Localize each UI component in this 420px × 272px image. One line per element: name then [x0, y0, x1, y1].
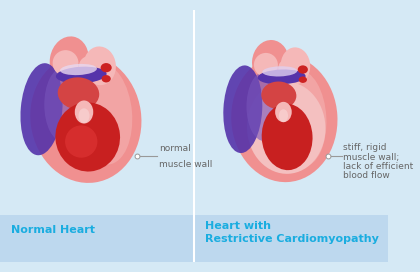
Ellipse shape [261, 82, 297, 109]
Ellipse shape [275, 102, 292, 122]
Ellipse shape [254, 53, 278, 77]
Ellipse shape [56, 67, 107, 84]
Bar [0, 215, 193, 262]
Text: Heart with: Heart with [205, 221, 271, 231]
Ellipse shape [84, 47, 116, 85]
Ellipse shape [262, 104, 312, 170]
Ellipse shape [278, 58, 299, 77]
Text: stiff, rigid: stiff, rigid [344, 143, 387, 152]
Ellipse shape [52, 50, 79, 76]
Ellipse shape [281, 47, 310, 84]
Ellipse shape [60, 64, 97, 75]
Ellipse shape [223, 66, 262, 153]
Text: blood flow: blood flow [344, 171, 390, 180]
Bar [195, 215, 388, 262]
Ellipse shape [247, 72, 281, 141]
Ellipse shape [231, 55, 338, 182]
Text: muscle wall: muscle wall [159, 160, 212, 169]
Ellipse shape [55, 102, 120, 172]
Text: Restrictive Cardiomyopathy: Restrictive Cardiomyopathy [205, 234, 379, 245]
Ellipse shape [21, 63, 63, 155]
Ellipse shape [252, 40, 289, 84]
Ellipse shape [298, 65, 308, 74]
Ellipse shape [79, 108, 89, 123]
Ellipse shape [75, 100, 93, 123]
Text: normal: normal [159, 144, 191, 153]
Ellipse shape [257, 69, 306, 84]
Ellipse shape [299, 76, 307, 83]
Ellipse shape [30, 54, 142, 183]
Text: muscle wall;: muscle wall; [344, 153, 400, 162]
Ellipse shape [79, 56, 102, 76]
Ellipse shape [65, 125, 97, 158]
Ellipse shape [101, 63, 112, 72]
Ellipse shape [247, 82, 326, 174]
Ellipse shape [58, 77, 99, 110]
Ellipse shape [279, 109, 288, 122]
Text: Normal Heart: Normal Heart [11, 225, 95, 235]
Ellipse shape [76, 63, 132, 165]
Ellipse shape [45, 68, 81, 141]
Ellipse shape [262, 66, 297, 76]
Ellipse shape [276, 70, 326, 167]
Text: lack of efficient: lack of efficient [344, 162, 414, 171]
Ellipse shape [50, 36, 89, 84]
Ellipse shape [102, 75, 111, 82]
